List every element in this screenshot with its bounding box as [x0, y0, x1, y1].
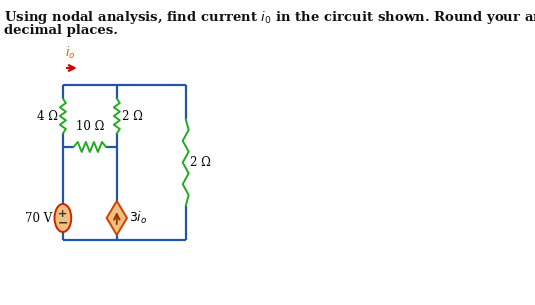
Text: 2 Ω: 2 Ω [121, 109, 142, 123]
Text: −: − [58, 217, 68, 229]
Text: $i_o$: $i_o$ [65, 45, 76, 61]
Text: 4 Ω: 4 Ω [37, 109, 58, 123]
Text: 10 Ω: 10 Ω [75, 120, 104, 133]
Polygon shape [106, 201, 127, 235]
Text: decimal places.: decimal places. [4, 24, 118, 37]
Text: Using nodal analysis, find current $\it{i}_{0}$ in the circuit shown. Round your: Using nodal analysis, find current $\it{… [4, 9, 535, 26]
Text: 2 Ω: 2 Ω [190, 156, 211, 169]
Text: +: + [58, 209, 67, 219]
Text: 70 V: 70 V [26, 211, 53, 224]
Circle shape [55, 204, 71, 232]
Text: $3i_o$: $3i_o$ [129, 210, 148, 226]
